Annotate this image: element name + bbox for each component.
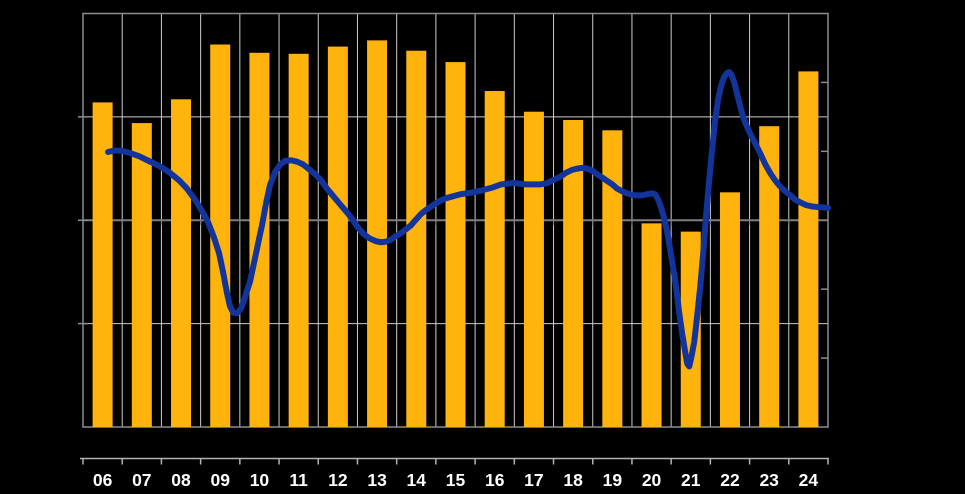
x-axis: 06 07 08 09 10 11 12 13 14 15 16 17 18 19 20 21 22 23 24 [80,457,829,490]
x-label-2009: 09 [211,470,231,490]
bar-2021 [680,231,701,427]
x-label-2021: 21 [681,470,701,490]
x-label-2022: 22 [720,470,740,490]
bar-2007 [131,123,152,427]
bar-2013 [367,40,388,427]
x-label-2017: 17 [524,470,543,490]
bar-2016 [484,91,505,427]
bar-series [92,40,819,428]
bar-2022 [719,192,740,427]
bar-2024 [798,71,819,427]
bar-2023 [759,126,780,428]
bar-2015 [445,62,466,428]
x-label-2018: 18 [563,470,583,490]
bar-2006 [92,102,113,427]
x-label-2014: 14 [407,470,427,490]
bar-2014 [406,50,427,428]
x-label-2023: 23 [759,470,779,490]
bar-2009 [210,44,231,427]
x-label-2006: 06 [93,470,113,490]
x-label-2010: 10 [250,470,270,490]
x-label-2024: 24 [799,470,819,490]
x-label-2011: 11 [289,470,308,490]
x-label-2013: 13 [367,470,387,490]
line-series [105,69,831,370]
x-label-2007: 07 [132,470,151,490]
bar-2020 [641,223,662,427]
bar-2019 [602,130,623,427]
bar-2012 [327,46,348,428]
x-label-2015: 15 [446,470,466,490]
bar-2011 [288,53,309,427]
x-label-2016: 16 [485,470,505,490]
x-label-2019: 19 [603,470,623,490]
x-label-2012: 12 [328,470,348,490]
bar-2008 [171,99,192,428]
bar-2017 [523,111,544,428]
bar-2018 [563,119,584,427]
x-label-2008: 08 [171,470,191,490]
x-label-2020: 20 [642,470,662,490]
